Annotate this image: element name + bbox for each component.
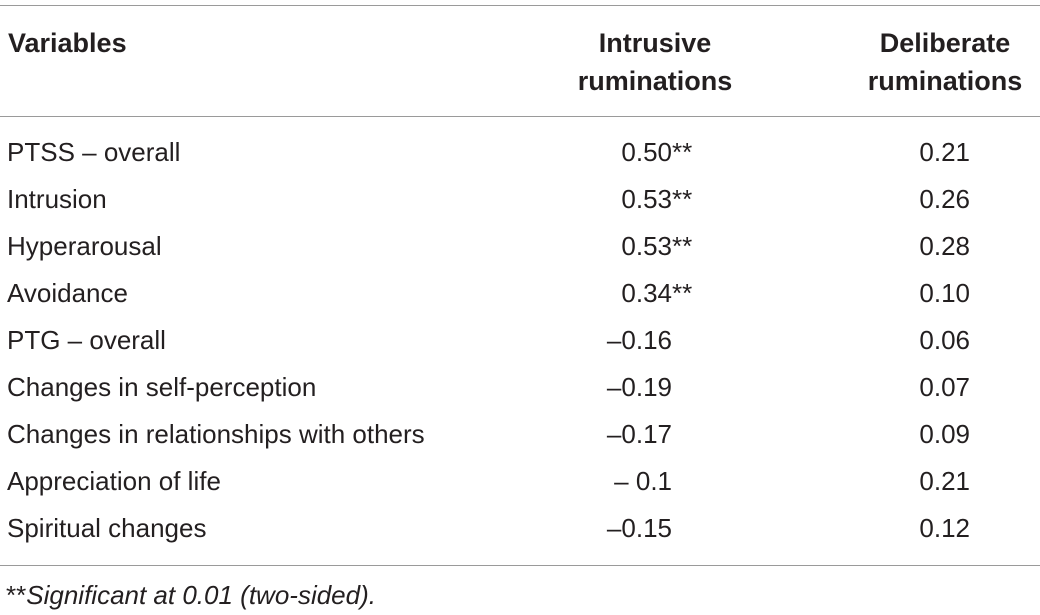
intrusive-value-cell: –0.19	[560, 364, 700, 411]
intrusive-value: –0.15	[606, 513, 672, 543]
table-footnote: **Significant at 0.01 (two-sided).	[6, 576, 376, 614]
deliberate-value: 0.09	[919, 419, 970, 449]
row-label: PTSS – overall	[7, 137, 181, 167]
deliberate-value: 0.06	[919, 325, 970, 355]
significance-marker: **	[672, 184, 693, 214]
row-label: Appreciation of life	[7, 466, 221, 496]
intrusive-value: –0.16	[606, 325, 672, 355]
deliberate-value: 0.07	[919, 372, 970, 402]
intrusive-value: –0.19	[606, 372, 672, 402]
table-row: Avoidance 0.34** 0.10	[0, 270, 1040, 317]
row-label: Changes in relationships with others	[7, 419, 425, 449]
footnote-text: Significant at 0.01 (two-sided).	[26, 580, 376, 610]
top-rule	[0, 5, 1040, 6]
deliberate-value: 0.10	[919, 278, 970, 308]
row-label: Intrusion	[7, 184, 107, 214]
header-deliberate-ruminations: Deliberate ruminations	[845, 24, 1040, 100]
intrusive-value: 0.50	[621, 137, 672, 167]
intrusive-value-cell: 0.34**	[560, 270, 700, 317]
intrusive-value: 0.34	[621, 278, 672, 308]
intrusive-value: –0.17	[606, 419, 672, 449]
table-row: Spiritual changes –0.15 0.12	[0, 505, 1040, 552]
header-intrusive-line-1: Intrusive	[598, 28, 712, 58]
deliberate-value: 0.12	[919, 513, 970, 543]
table-row: Appreciation of life – 0.1 0.21	[0, 458, 1040, 505]
header-intrusive-line-2: ruminations	[577, 66, 733, 96]
row-label: Changes in self-perception	[7, 372, 317, 402]
intrusive-value-cell: –0.17	[560, 411, 700, 458]
header-intrusive-ruminations: Intrusive ruminations	[540, 24, 770, 100]
table-row: PTG – overall –0.16 0.06	[0, 317, 1040, 364]
row-label: PTG – overall	[7, 325, 166, 355]
intrusive-value-cell: 0.50**	[560, 129, 700, 176]
intrusive-value-cell: – 0.1	[560, 458, 700, 505]
table-row: PTSS – overall 0.50** 0.21	[0, 129, 1040, 176]
header-rule	[0, 116, 1040, 117]
bottom-rule	[0, 565, 1040, 566]
deliberate-value: 0.21	[919, 137, 970, 167]
intrusive-value: 0.53	[621, 184, 672, 214]
deliberate-value: 0.21	[919, 466, 970, 496]
significance-marker: **	[672, 137, 693, 167]
intrusive-value-cell: 0.53**	[560, 223, 700, 270]
table-row: Intrusion 0.53** 0.26	[0, 176, 1040, 223]
intrusive-value: – 0.1	[614, 466, 672, 496]
header-deliberate-line-1: Deliberate	[879, 28, 1011, 58]
intrusive-value-cell: –0.15	[560, 505, 700, 552]
footnote-marker: **	[6, 580, 27, 610]
deliberate-value: 0.28	[919, 231, 970, 261]
table-row: Changes in self-perception –0.19 0.07	[0, 364, 1040, 411]
intrusive-value-cell: 0.53**	[560, 176, 700, 223]
intrusive-value-cell: –0.16	[560, 317, 700, 364]
header-deliberate-line-2: ruminations	[867, 66, 1023, 96]
table-row: Changes in relationships with others –0.1…	[0, 411, 1040, 458]
row-label: Avoidance	[7, 278, 128, 308]
deliberate-value: 0.26	[919, 184, 970, 214]
row-label: Spiritual changes	[7, 513, 207, 543]
header-variables: Variables	[8, 28, 127, 58]
table-row: Hyperarousal 0.53** 0.28	[0, 223, 1040, 270]
row-label: Hyperarousal	[7, 231, 162, 261]
significance-marker: **	[672, 278, 693, 308]
significance-marker: **	[672, 231, 693, 261]
intrusive-value: 0.53	[621, 231, 672, 261]
